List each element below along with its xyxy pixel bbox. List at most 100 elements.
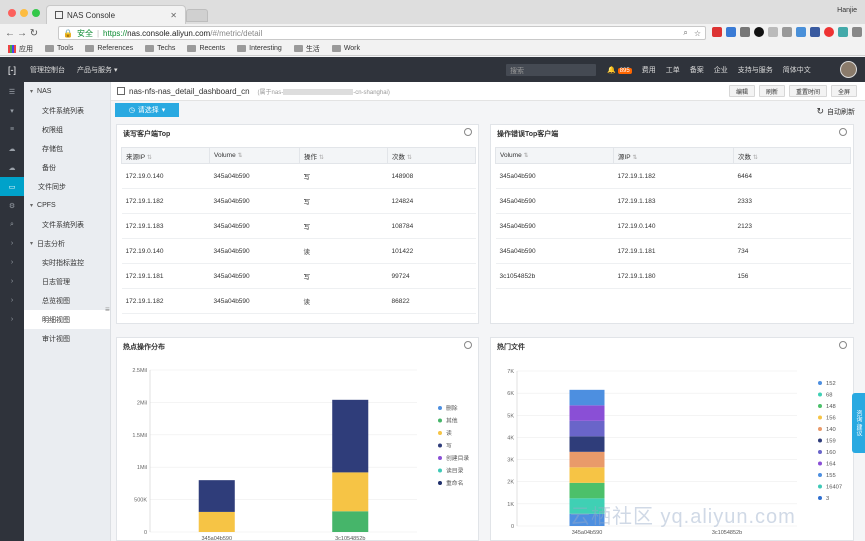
forward-icon[interactable]: → [17, 27, 27, 39]
chevron-right-icon[interactable]: › [10, 316, 14, 323]
bookmark-folder[interactable]: References [85, 45, 133, 52]
chevron-right-icon[interactable]: › [10, 297, 14, 304]
bookmark-folder[interactable]: Techs [145, 45, 175, 52]
clock-icon[interactable] [464, 128, 472, 136]
maximize-window-icon[interactable] [32, 9, 40, 17]
nav-search-input[interactable]: 搜索 [506, 64, 596, 76]
clock-icon[interactable] [464, 341, 472, 349]
sidebar-item-log-analysis[interactable]: ▾ 日志分析 [30, 240, 66, 248]
sidebar-item-storage-packages[interactable]: 存储包 [42, 145, 63, 153]
collapse-icon[interactable]: ▾ [10, 107, 14, 115]
extension-icon[interactable] [754, 27, 764, 37]
sidebar-item-log-management[interactable]: 日志管理 [42, 278, 70, 286]
bookmark-folder[interactable]: Interesting [237, 45, 282, 52]
translate-icon[interactable] [796, 27, 806, 37]
back-icon[interactable]: ← [5, 27, 15, 39]
nav-enterprise[interactable]: 企业 [713, 66, 728, 74]
folder-icon [187, 45, 197, 52]
legend-label: 164 [826, 462, 836, 468]
fullscreen-button[interactable]: 全屏 [830, 85, 857, 97]
sidebar-item-audit-view[interactable]: 审计视图 [42, 335, 70, 343]
nav-support[interactable]: 支持与服务 [737, 66, 773, 74]
extension-icon[interactable] [740, 27, 750, 37]
refresh-button[interactable]: 刷新 [758, 85, 785, 97]
reload-icon[interactable]: ↻ [29, 27, 39, 39]
extension-icon[interactable] [824, 27, 834, 37]
sidebar-item-permission-groups[interactable]: 权限组 [42, 126, 63, 134]
clock-icon: ◷ [128, 107, 135, 114]
reset-time-button[interactable]: 重置时间 [788, 85, 827, 97]
clock-icon[interactable] [839, 341, 847, 349]
bookmark-apps[interactable]: 应用 [8, 44, 33, 54]
legend-marker [818, 404, 822, 408]
sidebar-item-file-sync[interactable]: 文件同步 [38, 183, 66, 191]
select-dropdown[interactable]: ◷ 请选择 ▾ [115, 103, 179, 117]
nav-products[interactable]: 产品与服务 ▾ [77, 66, 118, 74]
minimize-window-icon[interactable] [20, 9, 28, 17]
menu-icon[interactable]: ☰ [8, 88, 16, 96]
chevron-right-icon[interactable]: › [10, 259, 14, 266]
bookmark-folder[interactable]: Work [331, 45, 360, 52]
browser-user-name[interactable]: Hanjie [837, 7, 857, 14]
sidebar-collapse-handle-icon[interactable]: ≡ [105, 305, 110, 314]
new-tab-button[interactable] [186, 9, 208, 22]
column-header[interactable]: 次数 ⇅ [733, 147, 851, 164]
cloud-icon[interactable]: ☁ [8, 145, 16, 153]
nav-console[interactable]: 管理控制台 [30, 66, 65, 74]
bookmark-folder[interactable]: Recents [187, 45, 225, 52]
nav-language[interactable]: 简体中文 [782, 66, 811, 74]
edit-button[interactable]: 编辑 [728, 85, 755, 97]
list-icon[interactable]: ≡ [9, 126, 15, 133]
legend-label: 3 [826, 496, 829, 502]
adblock-icon[interactable] [712, 27, 722, 37]
bookmark-folder[interactable]: Tools [45, 45, 73, 52]
extension-icon[interactable] [782, 27, 792, 37]
column-header[interactable]: 源IP ⇅ [613, 147, 734, 164]
avatar[interactable] [840, 61, 857, 78]
nav-billing[interactable]: 费用 [641, 66, 656, 74]
nav-icp[interactable]: 备案 [689, 66, 704, 74]
sidebar-item-cpfs-filesystems[interactable]: 文件系统列表 [42, 221, 84, 229]
sidebar-item-backup[interactable]: 备份 [42, 164, 56, 172]
bookmark-star-icon[interactable]: ☆ [693, 28, 701, 38]
legend-marker [438, 468, 442, 473]
chevron-right-icon[interactable]: › [10, 278, 14, 285]
chevron-right-icon[interactable]: › [10, 240, 14, 247]
url-path: /#/metric/detail [210, 28, 263, 38]
extension-icon[interactable] [810, 27, 820, 37]
settings-icon[interactable]: ⚙ [8, 202, 16, 210]
column-header[interactable]: 操作 ⇅ [299, 147, 388, 164]
close-window-icon[interactable] [8, 9, 16, 17]
feedback-floater[interactable]: 咨询·建议 [852, 393, 865, 453]
aliyun-logo-icon[interactable]: [-] [8, 64, 16, 75]
sidebar-item-filesystems[interactable]: 文件系统列表 [42, 107, 84, 115]
browser-tab[interactable]: NAS Console ✕ [46, 5, 186, 24]
cloud-icon[interactable]: ☁ [8, 164, 16, 172]
column-header[interactable]: 次数 ⇅ [387, 147, 476, 164]
sidebar-item-overview[interactable]: 总览视图 [42, 297, 70, 305]
sidebar-item-realtime-metrics[interactable]: 实时指标监控 [42, 259, 84, 267]
notification-button[interactable]: 🔔 895 [607, 66, 632, 74]
extension-icon[interactable] [852, 27, 862, 37]
extension-icon[interactable] [768, 27, 778, 37]
auto-refresh-toggle[interactable]: ↻ 自动刷新 [816, 106, 855, 116]
main-content: nas-nfs-nas_detail_dashboard_cn (属于nas- -… [111, 82, 865, 541]
search-icon[interactable]: ⌕ [683, 28, 688, 37]
nas-icon[interactable]: ▭ [0, 177, 24, 196]
column-header[interactable]: Volume ⇅ [209, 147, 300, 164]
extension-icon[interactable] [838, 27, 848, 37]
sidebar-item-detail-view[interactable]: 明细视图 [24, 310, 110, 329]
clock-icon[interactable] [839, 128, 847, 136]
sidebar-item-cpfs[interactable]: ▾ CPFS [30, 202, 56, 209]
sidebar-item-nas[interactable]: ▾ NAS [30, 88, 52, 95]
legend-marker [818, 392, 822, 397]
tab-close-icon[interactable]: ✕ [170, 10, 177, 20]
extension-icon[interactable] [726, 27, 736, 37]
address-bar[interactable]: 🔒 安全 | https:// nas.console.aliyun.com /… [58, 26, 706, 40]
bookmark-folder[interactable]: 生活 [293, 44, 320, 54]
column-header[interactable]: 来源IP ⇅ [121, 147, 210, 164]
panel-error-top: 操作错误Top客户端 Volume ⇅ 源IP ⇅ 次数 ⇅ 345a04b59… [490, 124, 854, 324]
nav-tickets[interactable]: 工单 [665, 66, 680, 74]
search-icon[interactable]: ⌕ [10, 220, 14, 228]
column-header[interactable]: Volume ⇅ [495, 147, 614, 164]
